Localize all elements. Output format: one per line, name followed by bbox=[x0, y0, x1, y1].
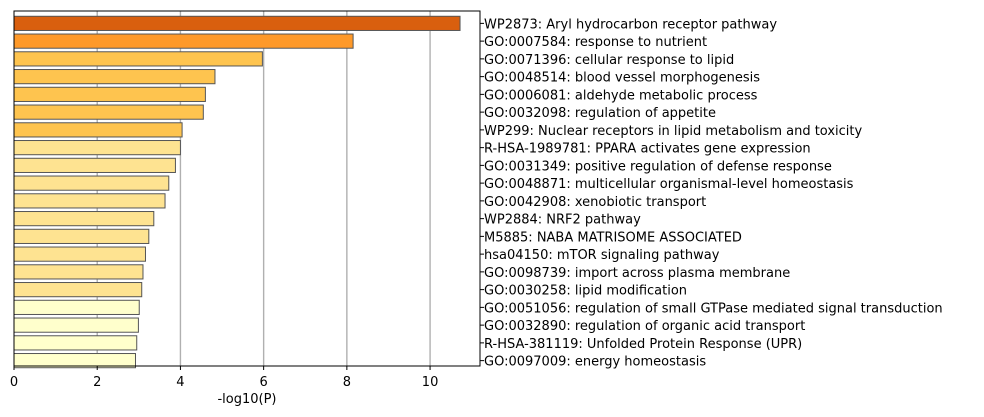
category-label: GO:0071396: cellular response to lipid bbox=[484, 53, 734, 68]
category-label: GO:0048871: multicellular organismal-lev… bbox=[484, 177, 854, 192]
category-label: GO:0030258: lipid modification bbox=[484, 284, 687, 299]
category-label: R-HSA-381119: Unfolded Protein Response … bbox=[484, 337, 802, 352]
bar bbox=[13, 211, 155, 227]
bar bbox=[13, 335, 138, 351]
bar bbox=[13, 299, 140, 315]
bar bbox=[13, 246, 146, 262]
x-tick-label: 6 bbox=[260, 375, 268, 390]
category-label: WP2884: NRF2 pathway bbox=[484, 213, 641, 228]
category-label: WP2873: Aryl hydrocarbon receptor pathwa… bbox=[484, 17, 777, 32]
plot-frame bbox=[13, 10, 481, 367]
bar bbox=[13, 122, 183, 138]
bars bbox=[13, 15, 461, 369]
bar bbox=[13, 69, 216, 85]
category-label: GO:0097009: energy homeostasis bbox=[484, 355, 706, 370]
bar bbox=[13, 157, 176, 173]
category-label: GO:0007584: response to nutrient bbox=[484, 35, 707, 50]
bar bbox=[13, 140, 181, 156]
bar bbox=[13, 193, 166, 209]
category-label: GO:0031349: positive regulation of defen… bbox=[484, 159, 832, 174]
bar bbox=[13, 51, 263, 67]
category-label: M5885: NABA MATRISOME ASSOCIATED bbox=[484, 230, 742, 245]
x-axis-ticks: 0 2 4 6 8 10 bbox=[10, 366, 438, 390]
bar bbox=[13, 317, 139, 333]
x-axis-title: -log10(P) bbox=[217, 392, 276, 407]
x-tick-label: 8 bbox=[343, 375, 351, 390]
x-tick-label: 2 bbox=[93, 375, 101, 390]
category-label: WP299: Nuclear receptors in lipid metabo… bbox=[484, 124, 863, 139]
bar bbox=[13, 15, 461, 31]
bar bbox=[13, 175, 170, 191]
bar bbox=[13, 33, 354, 49]
category-label: hsa04150: mTOR signaling pathway bbox=[484, 248, 720, 263]
bar bbox=[13, 104, 204, 120]
category-label: R-HSA-1989781: PPARA activates gene expr… bbox=[484, 142, 811, 157]
bar bbox=[13, 282, 143, 298]
bar bbox=[13, 228, 150, 244]
category-labels: WP2873: Aryl hydrocarbon receptor pathwa… bbox=[480, 17, 943, 370]
category-label: GO:0006081: aldehyde metabolic process bbox=[484, 88, 758, 103]
category-label: GO:0042908: xenobiotic transport bbox=[484, 195, 706, 210]
category-label: GO:0032098: regulation of appetite bbox=[484, 106, 716, 121]
category-label: GO:0051056: regulation of small GTPase m… bbox=[484, 301, 943, 316]
x-tick-label: 0 bbox=[10, 375, 18, 390]
x-tick-label: 10 bbox=[422, 375, 439, 390]
category-label: GO:0048514: blood vessel morphogenesis bbox=[484, 71, 760, 86]
category-label: GO:0032890: regulation of organic acid t… bbox=[484, 319, 805, 334]
x-tick-label: 4 bbox=[176, 375, 184, 390]
bar bbox=[13, 86, 206, 102]
category-label: GO:0098739: import across plasma membran… bbox=[484, 266, 790, 281]
bar bbox=[13, 264, 144, 280]
